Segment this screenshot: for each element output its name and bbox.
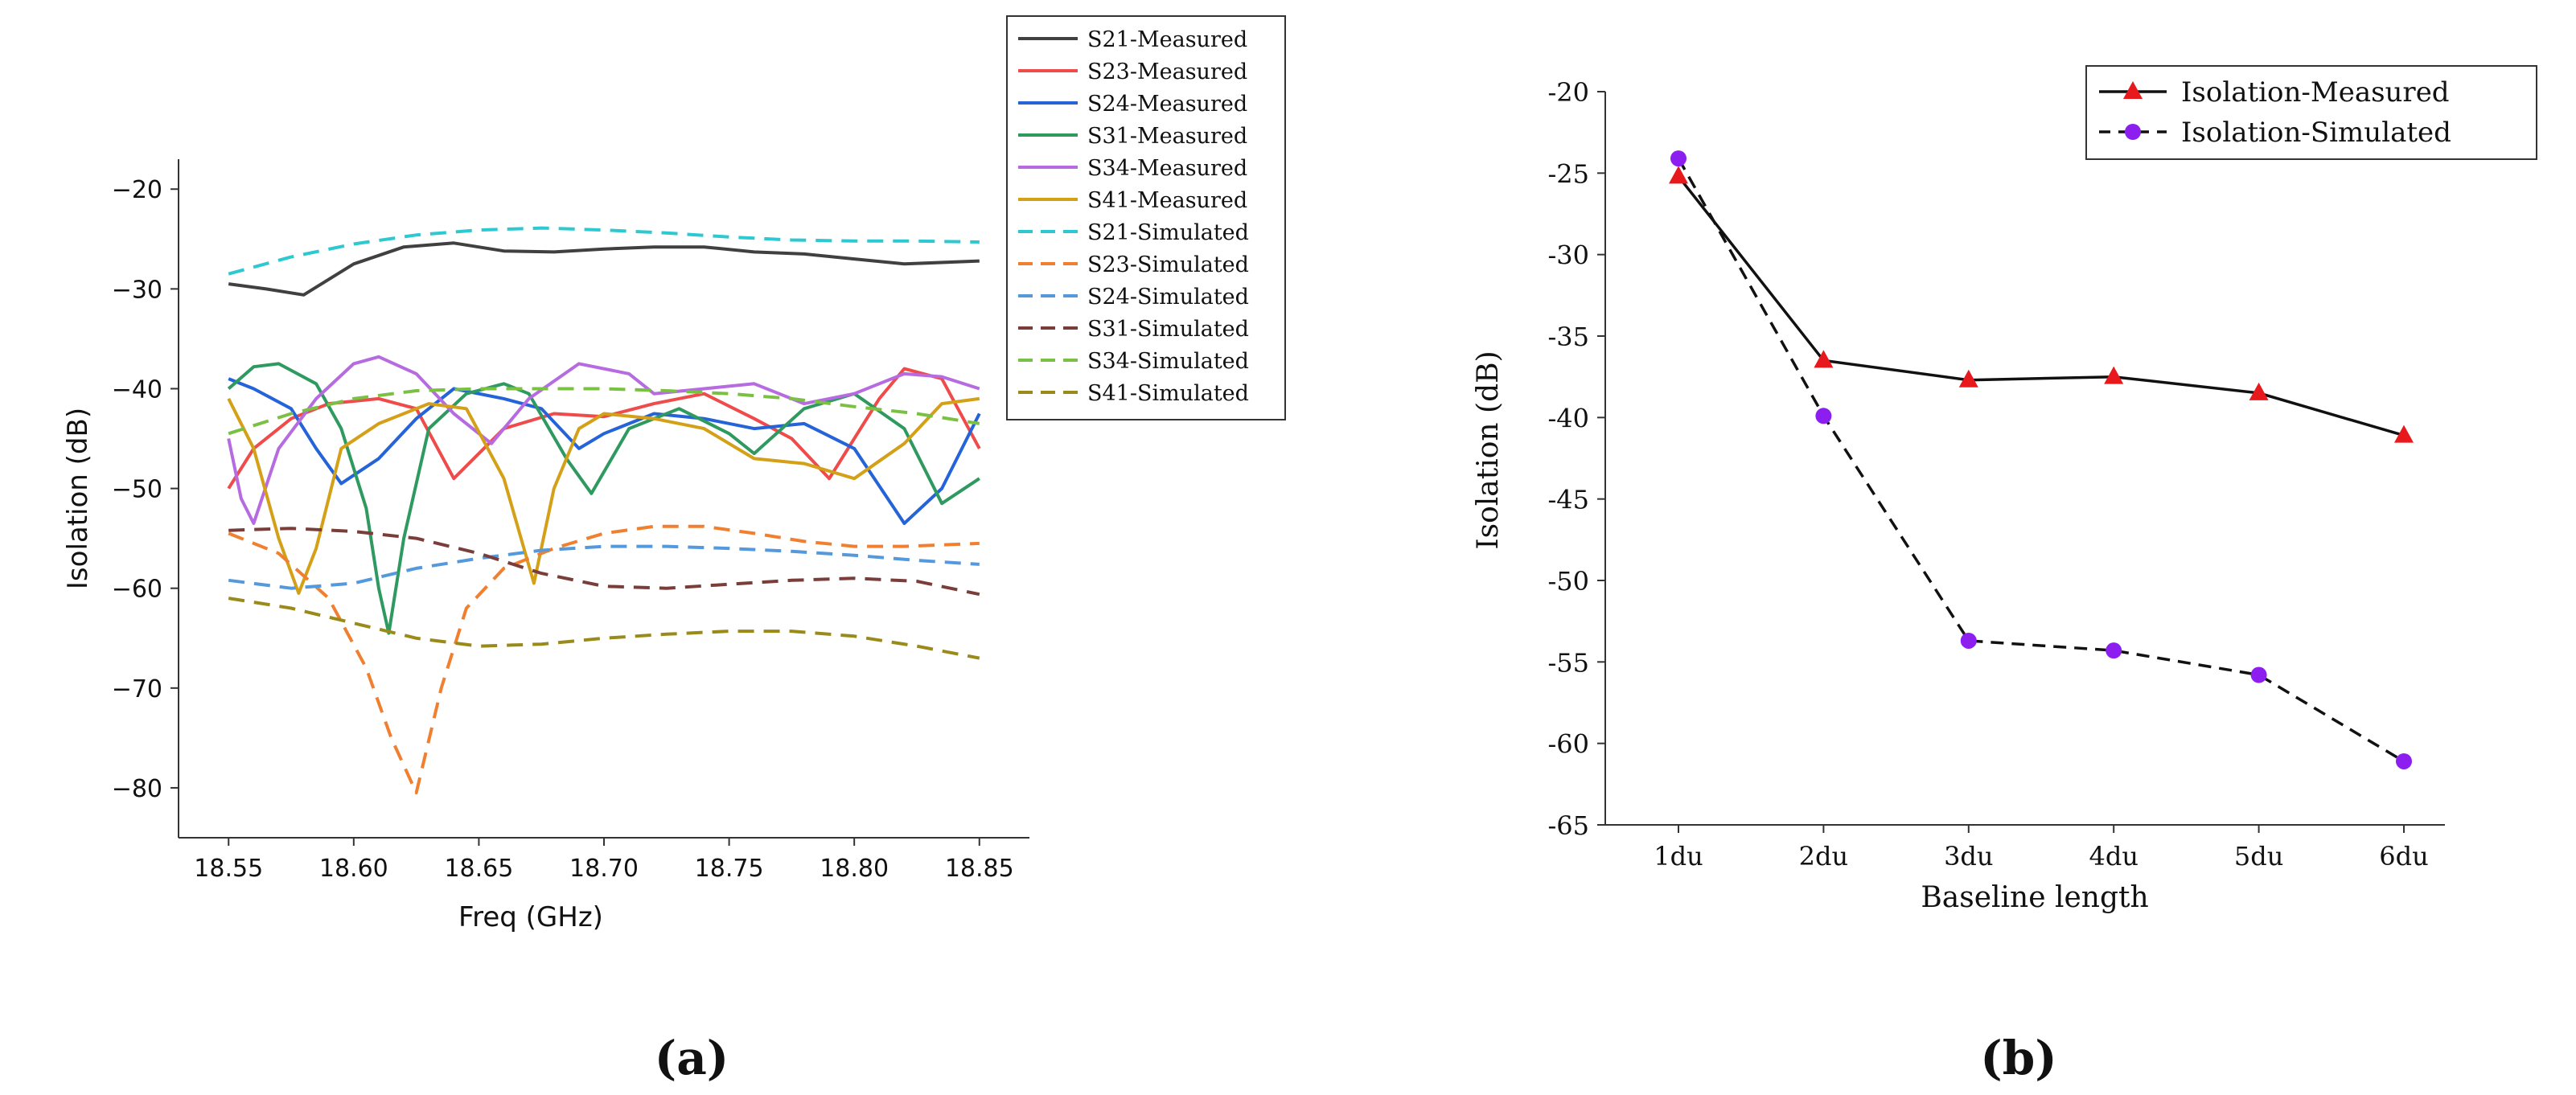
panel-b-x-tick-label: 1du <box>1654 841 1703 871</box>
legend-label-s41-measured: S41-Measured <box>1087 188 1247 213</box>
legend-label-s41-simulated: S41-Simulated <box>1087 381 1249 406</box>
panel-b-caption: (b) <box>1980 1031 2056 1085</box>
legend-label-s23-simulated: S23-Simulated <box>1087 252 1249 277</box>
data-point-isolation-simulated-6du <box>2396 753 2412 769</box>
legend-label-isolation-simulated: Isolation-Simulated <box>2181 117 2451 149</box>
legend-label-s24-simulated: S24-Simulated <box>1087 285 1249 310</box>
data-point-isolation-measured-5du <box>2249 382 2269 400</box>
legend-label-s21-measured: S21-Measured <box>1087 27 1247 52</box>
legend-label-s21-simulated: S21-Simulated <box>1087 220 1249 245</box>
panel-a-y-tick-label: −60 <box>112 576 162 604</box>
panel-b-x-label: Baseline length <box>1921 881 2148 914</box>
panel-a-ticks: −80 −70 −60 −50 −40 −30 −20 18.55 18.60 18.65 18.7… <box>112 176 1014 883</box>
panel-b-y-tick-label: -55 <box>1547 647 1589 678</box>
panel-a-chart: −80 −70 −60 −50 −40 −30 −20 18.55 18.60 18.65 18.7… <box>62 15 1286 1085</box>
panel-a-caption: (a) <box>655 1031 729 1085</box>
series-line-isolation-simulated <box>1677 158 2405 763</box>
data-point-isolation-measured-4du <box>2104 366 2124 384</box>
series-line-s41-measured <box>227 396 980 595</box>
panel-a-y-tick-label: −40 <box>112 375 162 404</box>
series-line-s23-simulated <box>228 524 980 795</box>
legend-label-s31-measured: S31-Measured <box>1087 124 1247 149</box>
panel-a-y-tick-label: −70 <box>112 675 162 703</box>
legend-label-s34-simulated: S34-Simulated <box>1087 349 1249 374</box>
legend-label-s31-simulated: S31-Simulated <box>1087 317 1249 342</box>
series-line-s21-measured <box>228 241 980 297</box>
panel-b-y-tick-label: -20 <box>1547 77 1589 108</box>
panel-a-x-tick-label: 18.75 <box>695 855 764 883</box>
panel-b-y-label: Isolation (dB) <box>1472 351 1505 549</box>
panel-a-x-tick-label: 18.70 <box>569 855 639 883</box>
panel-b-y-tick-label: -30 <box>1547 240 1589 271</box>
panel-b-y-tick-label: -45 <box>1547 485 1589 515</box>
panel-a-legend: S21-Measured S23-Measured S24-Measured S31-… <box>1006 15 1286 420</box>
panel-a-x-tick-label: 18.60 <box>319 855 388 883</box>
panel-b-series <box>1669 150 2414 769</box>
data-point-isolation-simulated-1du <box>1670 150 1687 167</box>
series-line-s41-simulated <box>228 597 980 660</box>
panel-b-x-tick-label: 4du <box>2089 841 2138 871</box>
panel-a-y-label: Isolation (dB) <box>62 408 94 589</box>
legend-label-s23-measured: S23-Measured <box>1087 59 1247 84</box>
data-point-isolation-simulated-5du <box>2250 666 2267 683</box>
panel-b-chart: -65 -60 -55 -50 -45 -40 -35 -30 -25 -20 1du 2du 3du 4… <box>1472 65 2537 1085</box>
panel-a-y-tick-label: −30 <box>112 276 162 304</box>
legend-marker-isolation-simulated <box>2125 124 2141 140</box>
panel-b-y-tick-label: -50 <box>1547 566 1589 597</box>
panel-b-ticks: -65 -60 -55 -50 -45 -40 -35 -30 -25 -20 1du 2du 3du 4… <box>1547 77 2428 871</box>
panel-b-x-tick-label: 2du <box>1799 841 1848 871</box>
series-line-s24-measured <box>228 377 981 525</box>
series-line-isolation-measured <box>1677 175 2405 437</box>
legend-marker-isolation-measured <box>2123 81 2143 99</box>
panel-b-y-tick-label: -60 <box>1547 729 1589 760</box>
series-line-s31-simulated <box>228 527 980 597</box>
series-line-s34-simulated <box>228 387 980 436</box>
panel-a-x-tick-label: 18.85 <box>945 855 1014 883</box>
panel-b-legend-box <box>2085 65 2537 160</box>
panel-b-legend: Isolation-Measured Isolation-Simulated <box>2085 65 2537 160</box>
panel-a-x-tick-label: 18.80 <box>820 855 889 883</box>
legend-label-s34-measured: S34-Measured <box>1087 156 1247 181</box>
panel-b-x-tick-label: 5du <box>2234 841 2283 871</box>
panel-b-y-tick-label: -35 <box>1547 322 1589 352</box>
series-line-s21-simulated <box>228 226 980 276</box>
panel-b-y-tick-label: -25 <box>1547 158 1589 189</box>
panel-a-y-tick-label: −50 <box>112 476 162 504</box>
panel-a-x-tick-label: 18.65 <box>444 855 513 883</box>
panel-a-legend-box <box>1006 15 1286 420</box>
panel-a-x-label: Freq (GHz) <box>458 901 603 933</box>
panel-a-x-tick-label: 18.55 <box>194 855 263 883</box>
legend-label-s24-measured: S24-Measured <box>1087 92 1247 117</box>
series-line-s34-measured <box>227 355 980 525</box>
data-point-isolation-measured-6du <box>2394 424 2414 443</box>
panel-b-x-tick-label: 3du <box>1944 841 1993 871</box>
data-point-isolation-measured-2du <box>1814 350 1834 368</box>
panel-b-x-tick-label: 6du <box>2379 841 2428 871</box>
panel-a-y-tick-label: −80 <box>112 775 162 803</box>
data-point-isolation-measured-1du <box>1669 166 1688 184</box>
data-point-isolation-simulated-2du <box>1815 408 1832 424</box>
data-point-isolation-simulated-3du <box>1960 632 1977 649</box>
panel-b-y-tick-label: -40 <box>1547 403 1589 433</box>
series-line-s31-measured <box>227 362 980 635</box>
panel-b-y-tick-label: -65 <box>1547 810 1589 841</box>
panel-a-series <box>227 226 981 795</box>
legend-label-isolation-measured: Isolation-Measured <box>2181 76 2450 109</box>
series-line-s24-simulated <box>228 544 980 590</box>
panel-a-y-tick-label: −20 <box>112 176 162 204</box>
data-point-isolation-simulated-4du <box>2106 642 2122 659</box>
data-point-isolation-measured-3du <box>1958 369 1978 388</box>
